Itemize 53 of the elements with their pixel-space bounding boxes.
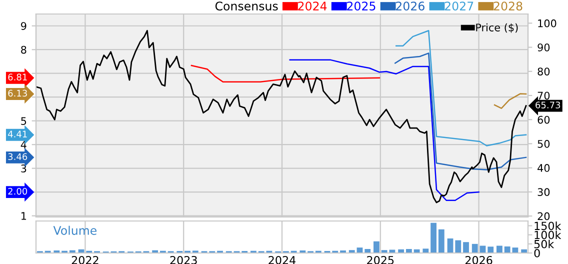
legend-label: 2028 bbox=[494, 2, 522, 11]
x-tick-label: 2026 bbox=[465, 256, 492, 264]
bar bbox=[455, 240, 462, 253]
line-series bbox=[190, 64, 380, 83]
bar bbox=[447, 238, 454, 253]
y-tick-label: 3 bbox=[21, 164, 26, 172]
legend-label: 2025 bbox=[347, 2, 376, 11]
x-tick-label: 2023 bbox=[170, 256, 197, 264]
bar bbox=[488, 246, 494, 253]
line-series bbox=[394, 52, 527, 170]
line-series bbox=[494, 93, 527, 109]
y-tick-label: 9 bbox=[21, 22, 26, 30]
legend-label: 2024 bbox=[298, 2, 327, 11]
y2-tick-label: 40 bbox=[538, 164, 550, 172]
text: 6.81 bbox=[8, 74, 27, 80]
y-tick-label: 1 bbox=[21, 212, 26, 220]
y-tick-label: 5 bbox=[21, 117, 26, 125]
y2-tick-label: 30 bbox=[538, 188, 550, 196]
chart-title: Volume bbox=[53, 226, 96, 235]
data-label: 65.73 bbox=[536, 102, 560, 108]
bar bbox=[463, 242, 469, 253]
legend-label: Price ($) bbox=[476, 23, 518, 33]
bar bbox=[472, 244, 478, 253]
y-tick-label: 50k bbox=[534, 240, 554, 248]
bar bbox=[496, 246, 502, 253]
bar bbox=[430, 222, 436, 253]
bar bbox=[438, 229, 444, 253]
text: 4.41 bbox=[8, 130, 27, 138]
text: 3.46 bbox=[8, 153, 28, 160]
y2-tick-label: 100 bbox=[538, 19, 556, 28]
y2-tick-label: 90 bbox=[538, 43, 550, 52]
y-tick-label: 100k bbox=[534, 230, 562, 240]
y-tick-label: 8 bbox=[21, 46, 26, 54]
text: 2.00 bbox=[8, 188, 28, 195]
y-tick-label: 150k bbox=[534, 222, 562, 230]
legend-title: Consensus bbox=[215, 2, 278, 11]
y2-tick-label: 60 bbox=[538, 116, 550, 124]
x-tick-label: 2022 bbox=[72, 256, 98, 264]
legend-label: 2026 bbox=[396, 2, 424, 11]
bar bbox=[504, 246, 510, 253]
legend-label: 2027 bbox=[444, 2, 474, 11]
bar bbox=[374, 241, 380, 253]
x-tick-label: 2024 bbox=[268, 256, 296, 264]
line-series bbox=[289, 59, 480, 202]
y2-tick-label: 70 bbox=[538, 92, 550, 100]
bar bbox=[422, 248, 429, 253]
y2-tick-label: 50 bbox=[538, 140, 550, 148]
y2-tick-label: 80 bbox=[538, 68, 550, 76]
bar bbox=[480, 246, 486, 253]
text: 6.13 bbox=[8, 90, 27, 97]
x-tick-label: 2025 bbox=[367, 256, 394, 264]
y2-tick-label: 20 bbox=[538, 212, 550, 220]
y-tick-label: 0 bbox=[534, 248, 540, 258]
